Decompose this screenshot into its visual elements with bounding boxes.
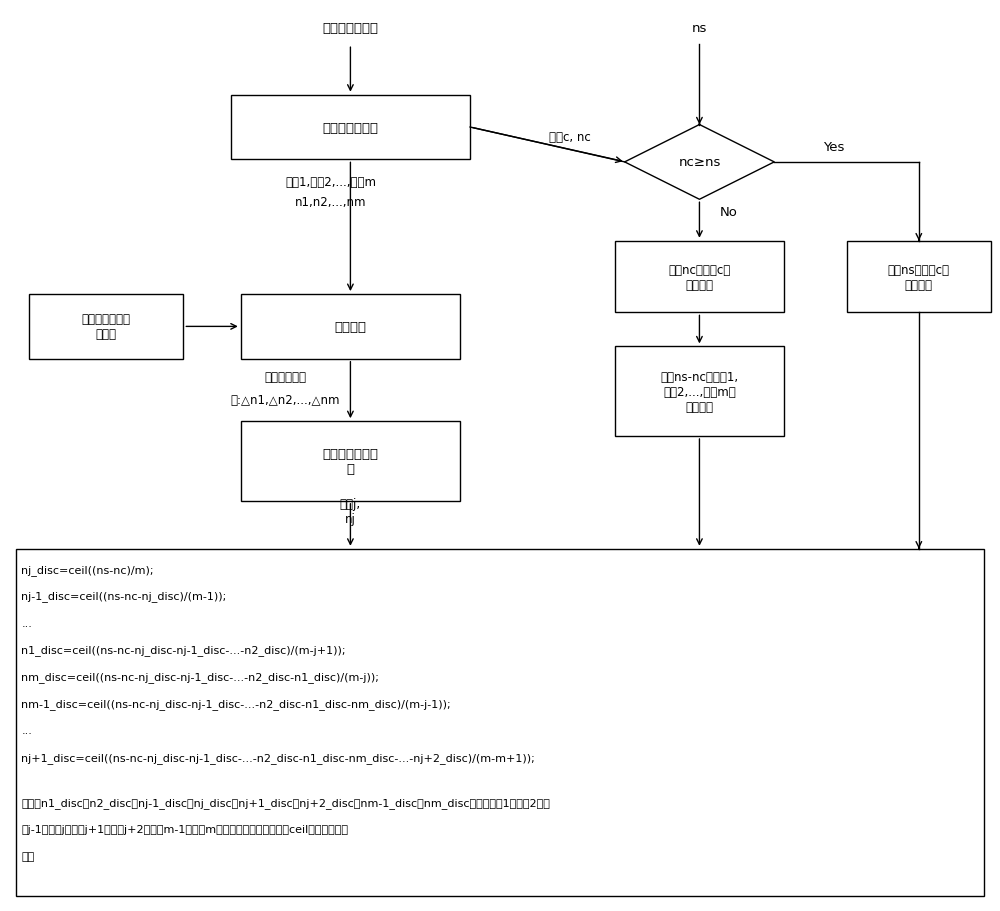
- Bar: [16, 549, 984, 896]
- Text: No: No: [719, 206, 737, 219]
- Text: n1_disc=ceil((ns-nc-nj_disc-nj-1_disc-...-n2_disc)/(m-j+1));: n1_disc=ceil((ns-nc-nj_disc-nj-1_disc-..…: [21, 645, 346, 656]
- Text: nj+1_disc=ceil((ns-nc-nj_disc-nj-1_disc-...-n2_disc-n1_disc-nm_disc-...-nj+2_dis: nj+1_disc=ceil((ns-nc-nj_disc-nj-1_disc-…: [21, 752, 535, 763]
- Text: 按优先级取最大
值: 按优先级取最大 值: [322, 447, 378, 476]
- Text: ...: ...: [21, 618, 32, 628]
- Text: Yes: Yes: [823, 141, 845, 154]
- Text: 交流滤波器状态: 交流滤波器状态: [322, 22, 378, 35]
- Bar: [241, 422, 460, 501]
- Bar: [615, 347, 784, 436]
- Text: 式中，n1_disc、n2_disc、nj-1_disc、nj_disc、nj+1_disc、nj+2_disc、nm-1_disc、nm_disc分别为类型1: 式中，n1_disc、n2_disc、nj-1_disc、nj_disc、nj+…: [21, 797, 550, 808]
- Text: 类型1,类型2,...,类型m: 类型1,类型2,...,类型m: [285, 176, 376, 189]
- Text: 值:△n1,△n2,...,△nm: 值:△n1,△n2,...,△nm: [231, 394, 340, 406]
- Text: 交流滤波器分类: 交流滤波器分类: [322, 121, 378, 134]
- Text: 减法运算: 减法运算: [334, 321, 366, 333]
- Text: 切除nc组类型c交
流滤波器: 切除nc组类型c交 流滤波器: [668, 263, 731, 292]
- Text: 类型j,
nj: 类型j, nj: [340, 497, 361, 526]
- Text: nj-1_disc=ceil((ns-nc-nj_disc)/(m-1));: nj-1_disc=ceil((ns-nc-nj_disc)/(m-1));: [21, 591, 227, 602]
- Text: 数。: 数。: [21, 851, 35, 861]
- Text: 切除ns组类型c交
流滤波器: 切除ns组类型c交 流滤波器: [888, 263, 950, 292]
- Text: 类型c, nc: 类型c, nc: [549, 131, 591, 144]
- Text: n1,n2,...,nm: n1,n2,...,nm: [295, 196, 366, 209]
- Bar: [231, 96, 470, 160]
- Text: 型j-1、类型j、类型j+1、类型j+2、类型m-1、类型m切除的交流滤波器组数；ceil为向上取整函: 型j-1、类型j、类型j+1、类型j+2、类型m-1、类型m切除的交流滤波器组数…: [21, 824, 348, 834]
- Polygon shape: [625, 126, 774, 200]
- Bar: [615, 241, 784, 313]
- Text: nm_disc=ceil((ns-nc-nj_disc-nj-1_disc-...-n2_disc-n1_disc)/(m-j));: nm_disc=ceil((ns-nc-nj_disc-nj-1_disc-..…: [21, 671, 379, 682]
- Text: nj_disc=ceil((ns-nc)/m);: nj_disc=ceil((ns-nc)/m);: [21, 564, 154, 575]
- Text: 切除ns-nc组类型1,
类型2,...,类型m交
流滤波器: 切除ns-nc组类型1, 类型2,...,类型m交 流滤波器: [660, 370, 739, 414]
- Text: ns: ns: [692, 22, 707, 35]
- Text: nm-1_disc=ceil((ns-nc-nj_disc-nj-1_disc-...-n2_disc-n1_disc-nm_disc)/(m-j-1));: nm-1_disc=ceil((ns-nc-nj_disc-nj-1_disc-…: [21, 699, 451, 710]
- Bar: [29, 294, 183, 360]
- Bar: [241, 294, 460, 360]
- Text: nc≥ns: nc≥ns: [678, 156, 721, 169]
- Text: 绝对最小滤波器
配置表: 绝对最小滤波器 配置表: [82, 313, 131, 341]
- Text: 循环切除基准: 循环切除基准: [265, 371, 307, 384]
- Text: ...: ...: [21, 725, 32, 735]
- Bar: [847, 241, 991, 313]
